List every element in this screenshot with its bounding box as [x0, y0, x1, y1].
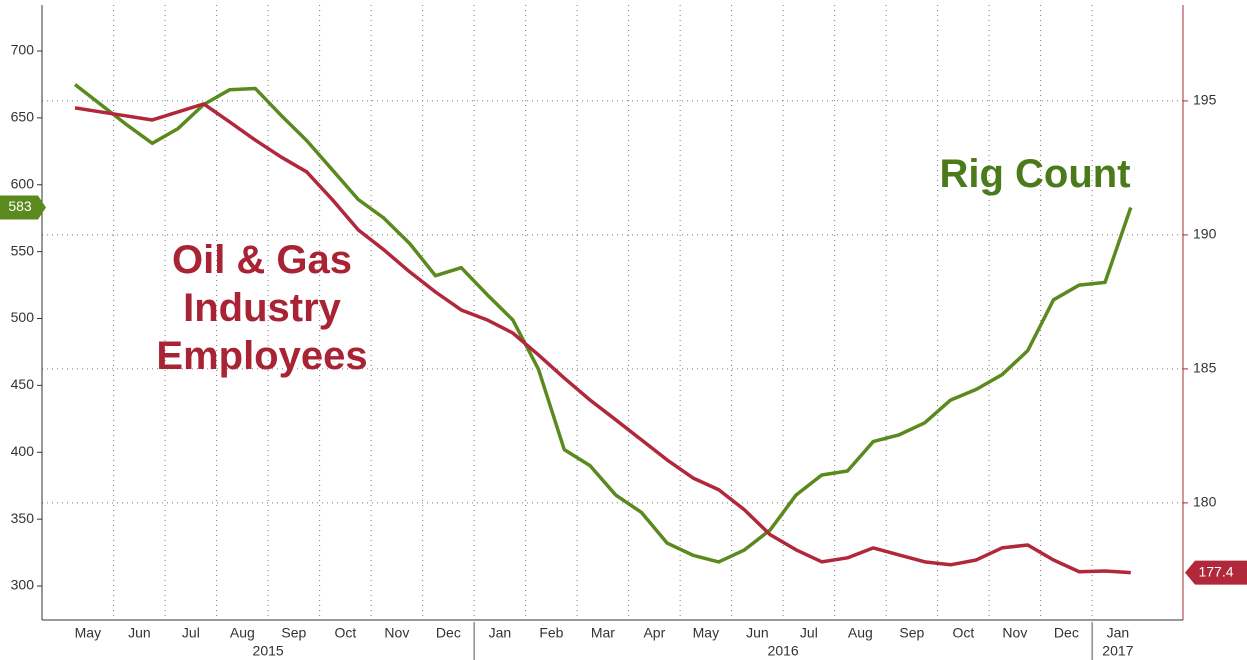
x-tick-label: Dec [1054, 625, 1079, 641]
y-tick-label: 500 [11, 309, 35, 325]
year-label: 2016 [768, 643, 799, 659]
last-value-label: 583 [8, 198, 32, 214]
x-tick-label: Nov [384, 625, 409, 641]
x-tick-label: Sep [899, 625, 924, 641]
x-tick-label: Jan [1107, 625, 1130, 641]
tag-box [1185, 560, 1247, 585]
x-tick-label: May [693, 625, 719, 641]
x-tick-label: Oct [334, 625, 356, 641]
y-tick-label: 400 [11, 443, 35, 459]
x-tick-label: Jul [800, 625, 818, 641]
last-value-tag: 177.4 [1185, 560, 1247, 585]
annotation-line: Industry [183, 286, 342, 330]
x-tick-label: Sep [281, 625, 306, 641]
y-tick-label: 550 [11, 242, 35, 258]
tag-box [0, 195, 46, 220]
annotation: Oil & Gas Industry Employees [156, 238, 367, 378]
y-tick-label: 300 [11, 577, 35, 593]
y2-tick-label: 180 [1193, 494, 1217, 510]
year-label: 2017 [1102, 643, 1133, 659]
x-tick-label: Jan [489, 625, 512, 641]
y-tick-label: 350 [11, 510, 35, 526]
series-line [74, 102, 1131, 575]
x-tick-label: Apr [643, 625, 665, 641]
x-tick-label: Dec [436, 625, 461, 641]
x-tick-label: Jul [182, 625, 200, 641]
last-value-tag: 583 [0, 195, 46, 220]
annotation-line: Rig Count [939, 152, 1130, 196]
x-tick-label: Jun [746, 625, 769, 641]
x-tick-label: Nov [1002, 625, 1027, 641]
x-tick-label: Aug [848, 625, 873, 641]
annotation-line: Employees [156, 334, 367, 378]
x-tick-label: Jun [128, 625, 151, 641]
annotation-line: Oil & Gas [172, 238, 352, 282]
series-line [73, 83, 1133, 564]
y-tick-label: 650 [11, 109, 35, 125]
y-tick-label: 450 [11, 376, 35, 392]
x-tick-label: May [75, 625, 101, 641]
annotation: Rig Count [939, 152, 1130, 196]
x-tick-label: Oct [952, 625, 974, 641]
y-tick-label: 600 [11, 175, 35, 191]
y2-tick-label: 185 [1193, 360, 1217, 376]
year-label: 2015 [253, 643, 284, 659]
x-tick-label: Feb [539, 625, 563, 641]
y2-tick-label: 190 [1193, 226, 1217, 242]
last-value-label: 177.4 [1198, 563, 1233, 579]
x-tick-label: Aug [230, 625, 255, 641]
y2-tick-label: 195 [1193, 92, 1217, 108]
x-tick-label: Mar [591, 625, 615, 641]
y-tick-label: 700 [11, 42, 35, 58]
